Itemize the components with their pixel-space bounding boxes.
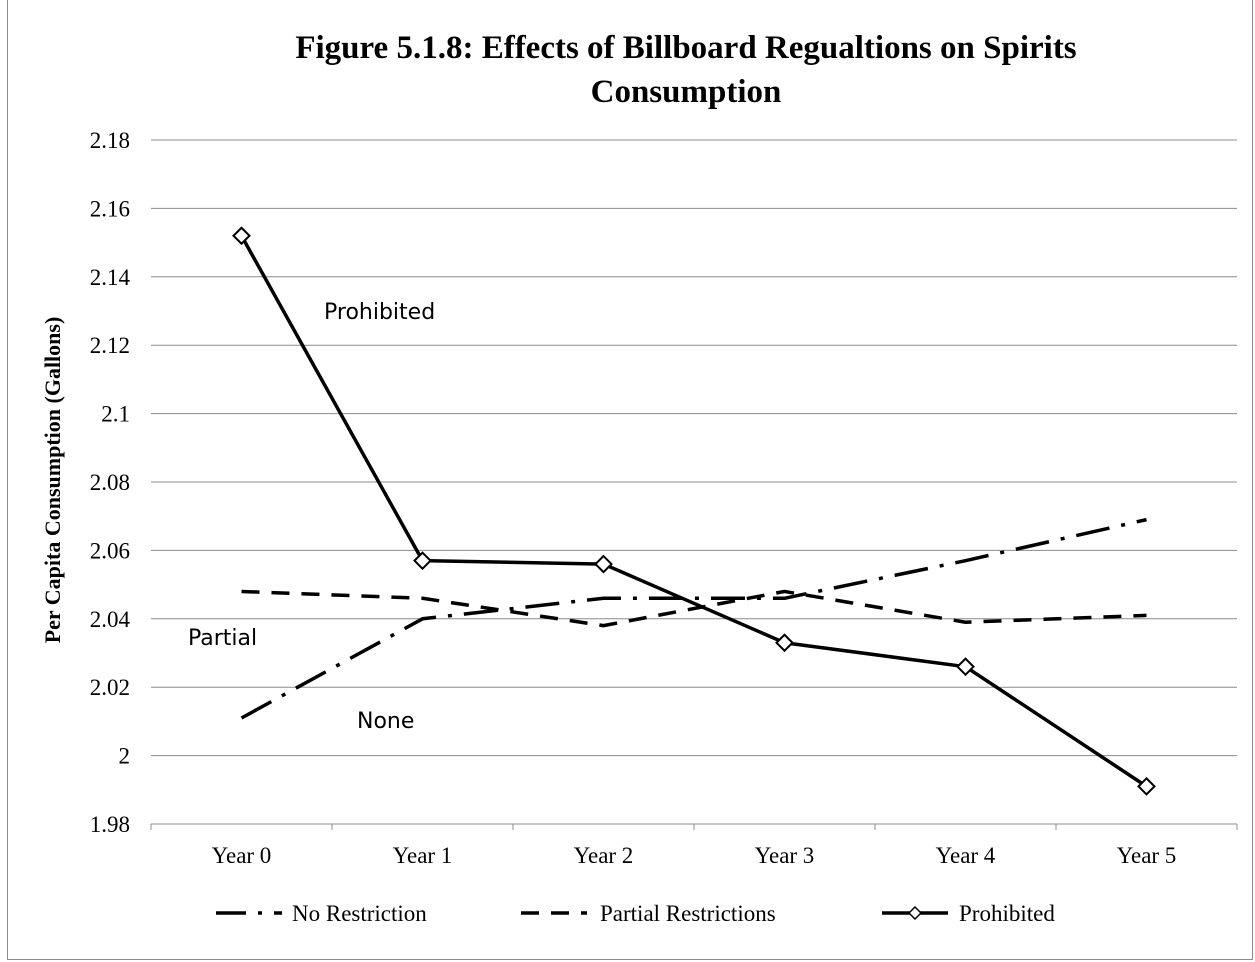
y-tick-label: 2 — [119, 744, 131, 769]
line-annotations: Prohibited Partial None — [188, 300, 435, 734]
x-tick-label: Year 2 — [574, 843, 634, 868]
y-tick-label: 1.98 — [90, 812, 130, 837]
data-point-marker — [232, 226, 251, 246]
legend-label: Prohibited — [959, 901, 1055, 926]
data-point-marker — [594, 554, 613, 574]
x-axis: Year 0 Year 1 Year 2 Year 3 Year 4 Year 5 — [150, 824, 1238, 868]
y-tick-label: 2.04 — [90, 607, 131, 632]
y-tick-label: 2.16 — [90, 196, 130, 221]
chart-area — [7, 0, 1253, 960]
chart-title-line-1: Figure 5.1.8: Effects of Billboard Regua… — [295, 30, 1076, 66]
series-line-partial-restrictions — [241, 589, 1147, 628]
y-tick-label: 2.1 — [101, 402, 130, 427]
y-axis-tick-labels: 1.98 2 2.02 2.04 2.06 2.08 2.1 2.12 2.14 2.16 2.18 — [90, 128, 131, 837]
data-point-marker — [1137, 776, 1156, 796]
data-point-marker — [413, 551, 432, 571]
chart-title-line-2: Consumption — [591, 74, 782, 110]
series-line-prohibited — [239, 234, 1148, 788]
x-tick-label: Year 0 — [212, 843, 272, 868]
annotation-partial: Partial — [188, 626, 257, 651]
legend-marker — [907, 905, 923, 921]
data-point-marker — [956, 657, 975, 677]
data-point-marker — [775, 633, 794, 653]
series-line-no-restriction — [240, 517, 1147, 720]
x-tick-label: Year 1 — [393, 843, 453, 868]
annotation-none: None — [357, 709, 414, 734]
y-tick-label: 2.18 — [90, 128, 130, 153]
gridlines — [151, 139, 1237, 825]
y-axis-title: Per Capita Consumption (Gallons) — [40, 317, 65, 644]
y-tick-label: 2.12 — [90, 333, 130, 358]
y-tick-label: 2.06 — [90, 538, 130, 563]
chart-title: Figure 5.1.8: Effects of Billboard Regua… — [295, 30, 1076, 110]
x-tick-label: Year 3 — [755, 843, 815, 868]
series-lines — [232, 226, 1156, 796]
y-tick-label: 2.08 — [90, 470, 130, 495]
legend-label: No Restriction — [292, 901, 427, 926]
x-tick-label: Year 5 — [1117, 843, 1177, 868]
legend-label: Partial Restrictions — [600, 901, 776, 926]
x-tick-label: Year 4 — [936, 843, 996, 868]
annotation-prohibited: Prohibited — [324, 300, 435, 325]
legend: No Restriction Partial Restrictions Prohib… — [216, 901, 1055, 926]
y-tick-label: 2.14 — [90, 265, 131, 290]
y-tick-label: 2.02 — [90, 675, 130, 700]
